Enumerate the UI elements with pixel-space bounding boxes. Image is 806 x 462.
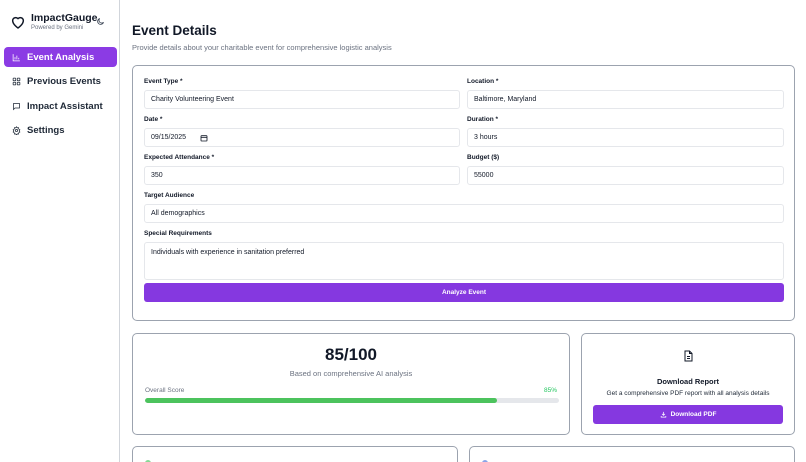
- sidebar-item-label: Impact Assistant: [27, 100, 103, 112]
- score-value: 85/100: [325, 345, 377, 364]
- target-audience-label: Target Audience: [144, 192, 195, 199]
- download-report-subtitle: Get a comprehensive PDF report with all …: [606, 390, 770, 397]
- page-subtitle: Provide details about your charitable ev…: [132, 43, 392, 52]
- budget-value: 55000: [474, 172, 494, 179]
- overall-score-label: Overall Score: [145, 387, 185, 394]
- attendance-input[interactable]: 350: [144, 166, 460, 185]
- download-report-card: Download Report Get a comprehensive PDF …: [581, 333, 795, 435]
- budget-input[interactable]: 55000: [467, 166, 784, 185]
- overall-score-percent: 85%: [543, 387, 557, 394]
- attendance-label: Expected Attendance *: [144, 154, 215, 161]
- analyze-event-button[interactable]: Analyze Event: [144, 283, 784, 302]
- card-status-icon: [145, 460, 151, 462]
- heart-logo-icon: [11, 16, 25, 29]
- event-type-value: Charity Volunteering Event: [151, 96, 234, 103]
- grid-icon: [12, 77, 21, 86]
- sidebar-item-label: Previous Events: [27, 76, 101, 87]
- sidebar-item-event-analysis[interactable]: Event Analysis: [4, 47, 117, 67]
- target-audience-input[interactable]: All demographics: [144, 204, 784, 223]
- calendar-icon[interactable]: [200, 134, 208, 142]
- location-field: Location * Baltimore, Maryland: [467, 78, 784, 109]
- target-audience-field: Target Audience All demographics: [144, 192, 784, 223]
- score-subtitle: Based on comprehensive AI analysis: [289, 369, 413, 378]
- location-input[interactable]: Baltimore, Maryland: [467, 90, 784, 109]
- sidebar-item-settings[interactable]: Settings: [4, 121, 117, 141]
- bar-chart-icon: [12, 53, 20, 61]
- download-report-title: Download Report: [656, 377, 720, 386]
- sidebar-nav: Event Analysis Previous Events Impact As…: [4, 47, 117, 145]
- duration-field: Duration * 3 hours: [467, 116, 784, 147]
- sidebar-item-label: Settings: [27, 125, 65, 136]
- sidebar-item-impact-assistant[interactable]: Impact Assistant: [4, 96, 117, 116]
- duration-value: 3 hours: [474, 134, 498, 141]
- card-status-icon: [482, 460, 488, 462]
- score-card: 85/100 Based on comprehensive AI analysi…: [132, 333, 570, 435]
- special-requirements-field: Special Requirements Individuals with ex…: [144, 230, 784, 280]
- event-type-input[interactable]: Charity Volunteering Event: [144, 90, 460, 109]
- attendance-value: 350: [151, 172, 163, 179]
- sidebar-item-previous-events[interactable]: Previous Events: [4, 72, 117, 92]
- message-square-icon: [13, 102, 20, 110]
- budget-label: Budget ($): [467, 154, 500, 161]
- special-requirements-value: Individuals with experience in sanitatio…: [151, 249, 305, 256]
- event-type-field: Event Type * Charity Volunteering Event: [144, 78, 460, 109]
- date-label: Date *: [144, 116, 163, 123]
- duration-input[interactable]: 3 hours: [467, 128, 784, 147]
- main-content: Event Details Provide details about your…: [121, 0, 806, 462]
- date-value: 09/15/2025: [151, 134, 187, 141]
- attendance-field: Expected Attendance * 350: [144, 154, 460, 185]
- event-details-form: Event Type * Charity Volunteering Event …: [132, 65, 795, 321]
- analysis-card-right: [469, 446, 795, 462]
- special-requirements-textarea[interactable]: Individuals with experience in sanitatio…: [144, 242, 784, 280]
- special-requirements-label: Special Requirements: [144, 230, 212, 237]
- page-title: Event Details: [132, 23, 217, 38]
- download-pdf-button[interactable]: Download PDF: [593, 405, 783, 424]
- analysis-card-left: [132, 446, 458, 462]
- target-audience-value: All demographics: [151, 210, 205, 217]
- event-type-label: Event Type *: [144, 78, 183, 85]
- location-value: Baltimore, Maryland: [474, 96, 537, 103]
- sidebar: ImpactGauge Powered by Gemini Event Anal…: [0, 0, 120, 462]
- download-icon: [660, 411, 666, 418]
- file-text-icon: [684, 350, 693, 362]
- overall-score-progress-bar: [145, 398, 559, 403]
- date-input[interactable]: 09/15/2025: [144, 128, 460, 147]
- gear-icon: [12, 126, 21, 135]
- theme-toggle-moon-icon[interactable]: [96, 17, 105, 26]
- brand[interactable]: ImpactGauge Powered by Gemini: [10, 12, 98, 31]
- date-field: Date * 09/15/2025: [144, 116, 460, 147]
- budget-field: Budget ($) 55000: [467, 154, 784, 185]
- progress-fill: [145, 398, 497, 403]
- app-name: ImpactGauge: [31, 12, 98, 24]
- app-subtitle: Powered by Gemini: [31, 25, 84, 31]
- duration-label: Duration *: [467, 116, 499, 123]
- sidebar-item-label: Event Analysis: [27, 51, 95, 63]
- location-label: Location *: [467, 78, 499, 85]
- download-pdf-label: Download PDF: [670, 411, 717, 418]
